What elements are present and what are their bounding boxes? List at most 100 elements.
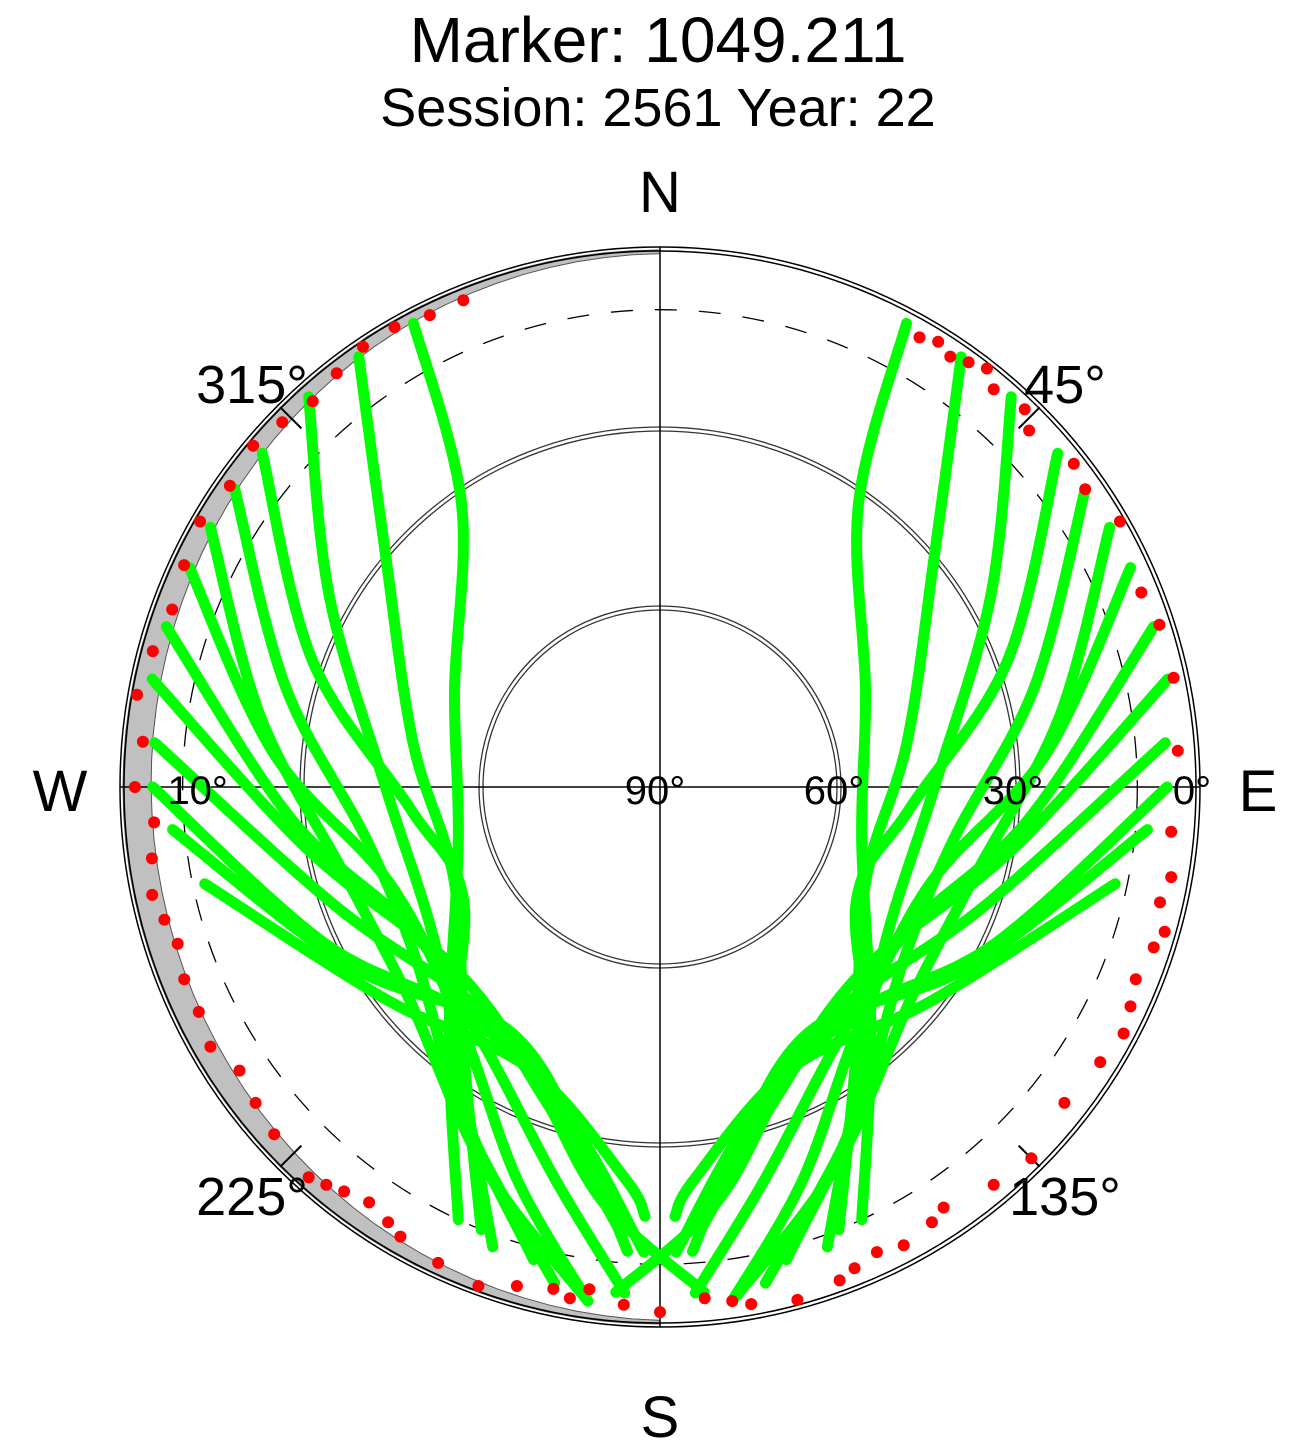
low-elevation-point [1023,424,1036,437]
satellite-track-2 [833,351,967,1236]
low-elevation-point [1171,744,1184,757]
low-elevation-point [726,1295,739,1307]
low-elevation-point [1153,618,1166,631]
satellite-track-8 [689,621,1160,1299]
azimuth-label-315: 315° [196,355,308,415]
axis-labels: N S W E 45° 135° 225° 315° 0° 30° 60° 90° 10° [33,160,1278,1444]
low-elevation-point [432,1256,445,1269]
low-elevation-point [698,1292,711,1305]
low-elevation-point [1135,586,1148,599]
satellite-track-13 [669,878,1121,1222]
elevation-label-0: 0° [1173,769,1211,813]
low-elevation-point [363,1196,376,1209]
low-elevation-point [302,1171,315,1184]
low-elevation-point [583,1283,596,1296]
elevation-label-90: 90° [625,769,686,813]
low-elevation-point [1147,941,1160,954]
low-elevation-points [128,294,1184,1319]
low-elevation-point [171,937,184,950]
low-elevation-point [268,1128,281,1141]
low-elevation-point [320,1178,333,1191]
low-elevation-point [1113,515,1126,528]
satellite-track-23 [149,737,627,1239]
low-elevation-point [423,309,436,322]
low-elevation-point [148,816,161,829]
elevation-label-10: 10° [167,769,228,813]
satellite-track-26 [199,878,651,1222]
low-elevation-point [937,1201,950,1214]
low-elevation-point [547,1282,560,1295]
low-elevation-point [382,1216,395,1229]
elevation-label-30: 30° [983,769,1044,813]
low-elevation-point [146,645,159,658]
low-elevation-point [1067,457,1080,470]
low-elevation-point [276,416,289,429]
low-elevation-point [1124,1000,1137,1013]
low-elevation-point [1165,871,1178,884]
satellite-tracks [146,317,1174,1307]
low-elevation-point [617,1298,630,1311]
azimuth-label-225: 225° [196,1167,308,1227]
low-elevation-point [394,1230,407,1243]
low-elevation-point [457,294,470,307]
chart-subtitle: Session: 2561 Year: 22 [380,78,936,138]
low-elevation-point [987,383,1000,396]
low-elevation-point [833,1274,846,1287]
low-elevation-point [1025,1152,1038,1165]
low-elevation-point [249,1096,262,1109]
low-elevation-point [194,515,207,528]
elevation-label-60: 60° [804,769,865,813]
low-elevation-point [913,331,926,344]
azimuth-tick-225 [279,1144,303,1168]
low-elevation-point [178,973,191,986]
satellite-track-21 [160,621,631,1299]
low-elevation-point [158,913,171,926]
low-elevation-point [932,335,945,348]
cardinal-label-east: E [1239,759,1278,824]
low-elevation-point [472,1280,485,1292]
low-elevation-point [145,852,158,865]
low-elevation-point [233,1064,246,1077]
low-elevation-point [510,1280,523,1292]
low-elevation-point [1117,1027,1130,1040]
low-elevation-point [1129,973,1142,986]
cardinal-label-north: N [639,160,681,225]
cardinal-label-west: W [33,759,88,824]
low-elevation-point [1058,1096,1071,1109]
low-elevation-point [338,1185,351,1198]
low-elevation-point [745,1298,758,1311]
low-elevation-point [136,735,149,748]
low-elevation-point [1158,925,1171,938]
low-elevation-point [980,362,993,375]
low-elevation-point [1167,671,1180,684]
azimuth-label-135: 135° [1009,1167,1121,1227]
low-elevation-point [1079,483,1092,496]
low-elevation-point [146,888,159,901]
low-elevation-point [870,1246,883,1259]
low-elevation-point [128,781,141,793]
low-elevation-point [925,1216,938,1229]
satellite-track-10 [693,737,1171,1239]
satellite-track-25 [167,824,633,1257]
chart-title: Marker: 1049.211 [409,4,907,76]
low-elevation-point [987,1178,1000,1191]
low-elevation-point [388,321,401,334]
azimuth-tick-45 [1017,406,1041,430]
low-elevation-point [848,1262,861,1275]
low-elevation-point [192,1005,205,1018]
low-elevation-point [223,479,236,492]
low-elevation-point [1094,1056,1107,1069]
low-elevation-point [357,340,369,353]
satellite-track-15 [353,351,487,1236]
low-elevation-point [306,395,319,408]
low-elevation-point [1018,403,1031,416]
low-elevation-point [247,439,260,452]
low-elevation-point [330,367,343,380]
low-elevation-point [962,356,975,369]
low-elevation-point [791,1293,804,1306]
low-elevation-point [944,350,957,363]
low-elevation-point [563,1292,576,1305]
low-elevation-point [178,559,191,572]
low-elevation-point [654,1306,666,1319]
